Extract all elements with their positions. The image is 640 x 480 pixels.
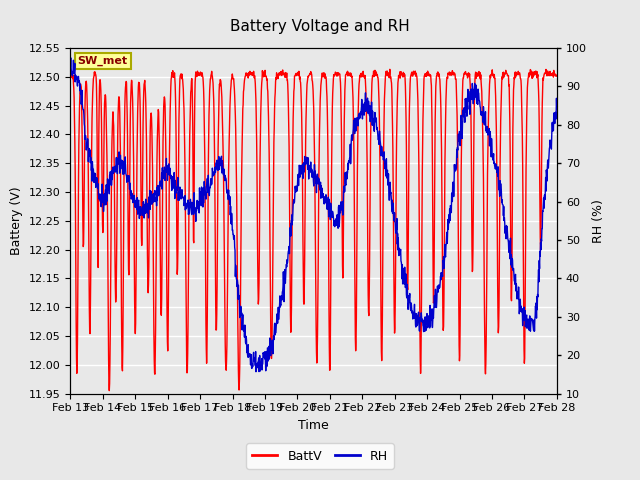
RH xyxy=(553,106,561,111)
BattV xyxy=(386,66,394,72)
BattV xyxy=(163,314,171,320)
RH xyxy=(67,63,74,69)
RH xyxy=(67,55,75,60)
BattV xyxy=(453,98,461,104)
X-axis label: Time: Time xyxy=(298,419,329,432)
BattV xyxy=(496,217,504,223)
Y-axis label: Battery (V): Battery (V) xyxy=(10,187,23,255)
RH xyxy=(453,146,461,152)
Line: BattV: BattV xyxy=(70,69,557,391)
RH xyxy=(230,231,237,237)
Line: RH: RH xyxy=(70,58,557,372)
Text: SW_met: SW_met xyxy=(77,56,128,66)
RH xyxy=(163,167,171,172)
RH xyxy=(175,197,183,203)
BattV xyxy=(230,76,237,82)
BattV xyxy=(106,388,113,394)
BattV xyxy=(175,119,183,124)
Text: Battery Voltage and RH: Battery Voltage and RH xyxy=(230,19,410,34)
RH xyxy=(496,193,504,199)
BattV xyxy=(553,73,561,79)
RH xyxy=(252,369,260,374)
BattV xyxy=(67,71,74,76)
BattV xyxy=(389,186,397,192)
Y-axis label: RH (%): RH (%) xyxy=(593,199,605,243)
RH xyxy=(389,200,397,206)
Legend: BattV, RH: BattV, RH xyxy=(246,444,394,469)
